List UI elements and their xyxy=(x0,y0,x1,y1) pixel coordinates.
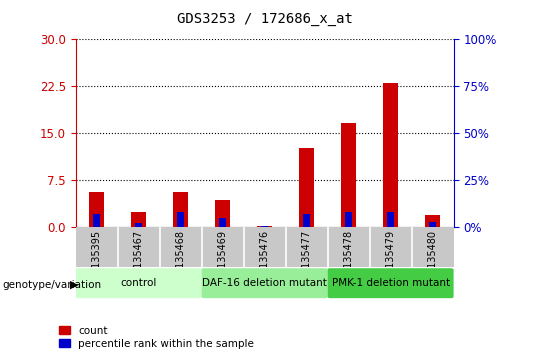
FancyBboxPatch shape xyxy=(201,268,328,298)
Bar xyxy=(383,83,398,227)
Bar xyxy=(346,212,352,227)
Text: GSM135479: GSM135479 xyxy=(386,230,396,289)
Text: control: control xyxy=(120,278,157,288)
Bar xyxy=(136,223,141,227)
Text: genotype/variation: genotype/variation xyxy=(3,280,102,290)
Bar xyxy=(219,218,226,227)
Text: GSM135467: GSM135467 xyxy=(133,230,144,289)
Bar xyxy=(89,192,104,227)
Bar xyxy=(131,212,146,227)
Bar xyxy=(299,148,314,227)
Text: GSM135395: GSM135395 xyxy=(92,230,102,289)
FancyBboxPatch shape xyxy=(328,268,454,298)
Text: DAF-16 deletion mutant: DAF-16 deletion mutant xyxy=(202,278,327,288)
Bar xyxy=(388,212,394,227)
Text: GSM135480: GSM135480 xyxy=(428,230,437,289)
Bar xyxy=(215,200,230,227)
Text: GDS3253 / 172686_x_at: GDS3253 / 172686_x_at xyxy=(177,12,353,27)
Bar xyxy=(429,222,436,227)
Text: GSM135478: GSM135478 xyxy=(343,230,354,289)
Bar xyxy=(178,212,184,227)
Text: GSM135469: GSM135469 xyxy=(218,230,227,289)
Bar xyxy=(93,215,100,227)
Legend: count, percentile rank within the sample: count, percentile rank within the sample xyxy=(59,326,254,349)
Bar xyxy=(341,124,356,227)
Text: GSM135477: GSM135477 xyxy=(302,230,312,289)
Bar xyxy=(426,215,440,227)
Text: PMK-1 deletion mutant: PMK-1 deletion mutant xyxy=(332,278,450,288)
Text: GSM135476: GSM135476 xyxy=(260,230,269,289)
Text: ▶: ▶ xyxy=(70,280,79,290)
Bar xyxy=(173,192,188,227)
Text: GSM135468: GSM135468 xyxy=(176,230,186,289)
FancyBboxPatch shape xyxy=(76,268,201,298)
Bar xyxy=(303,214,310,227)
